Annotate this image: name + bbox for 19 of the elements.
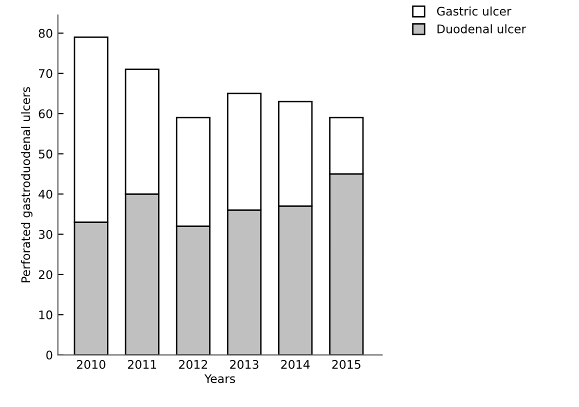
y-tick-label: 80 xyxy=(38,28,52,38)
y-axis-title: Perforated gastroduodenal ulcers xyxy=(21,87,32,282)
y-tick-label: 70 xyxy=(38,69,52,78)
x-tick-label: 2013 xyxy=(230,360,258,369)
y-tick-label: 30 xyxy=(38,230,52,239)
y-tick-label: 60 xyxy=(38,109,52,118)
x-tick-label: 2010 xyxy=(76,360,106,369)
y-tick-label: 40 xyxy=(38,190,52,199)
x-tick-label: 2012 xyxy=(179,360,208,369)
y-tick-label: 50 xyxy=(38,150,52,158)
x-tick-label: 2015 xyxy=(332,360,360,369)
x-tick-label: 2014 xyxy=(281,360,310,369)
legend-label: Gastric ulcer xyxy=(437,6,512,16)
legend-label: Duodenal ulcer xyxy=(438,24,526,34)
y-tick-label: 10 xyxy=(39,310,52,320)
x-tick-label: 2011 xyxy=(128,360,156,369)
y-tick-label: 0 xyxy=(46,350,52,360)
y-tick-label: 20 xyxy=(38,270,52,280)
x-axis-title: Years xyxy=(204,374,236,384)
